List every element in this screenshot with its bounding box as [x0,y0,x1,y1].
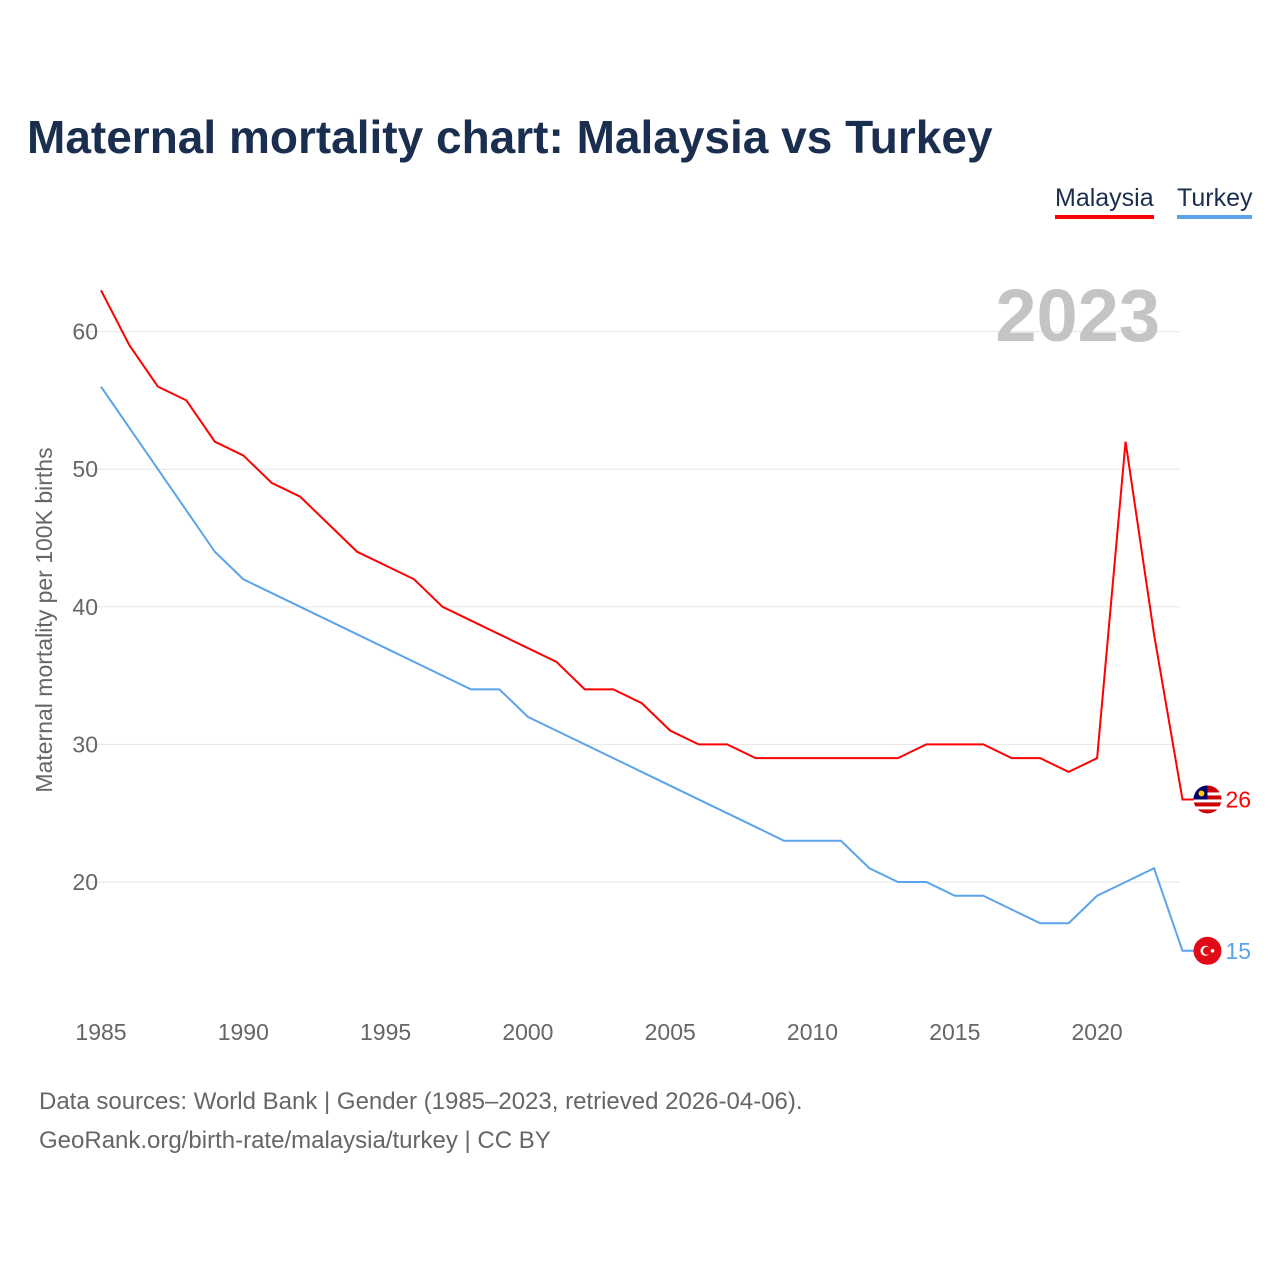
series-line-turkey [100,386,1195,952]
flag-stripe [1193,813,1222,817]
legend-turkey[interactable]: Turkey [1177,184,1253,219]
legend-malaysia[interactable]: Malaysia [1055,184,1154,219]
x-tick-label: 1985 [75,1019,126,1045]
flag-stripe [1193,806,1222,810]
flag-star [1210,949,1215,953]
x-tick-label: 2000 [502,1019,553,1045]
flag-stripe [1193,799,1222,803]
y-tick-label: 20 [72,869,98,895]
flag-crescent-inner [1202,946,1211,955]
x-tick-label: 2005 [645,1019,696,1045]
chart-title: Maternal mortality chart: Malaysia vs Tu… [27,111,993,163]
x-tick-label: 2020 [1072,1019,1123,1045]
y-tick-label: 50 [72,456,98,482]
end-value-label: 26 [1225,786,1251,812]
flag-crescent [1198,790,1205,797]
x-tick-label: 1990 [218,1019,269,1045]
y-tick-label: 60 [72,319,98,345]
data-source-text: Data sources: World Bank | Gender (1985–… [39,1088,803,1115]
x-tick-label: 2010 [787,1019,838,1045]
series-line-malaysia [100,289,1195,801]
y-tick-label: 30 [72,731,98,757]
source-link[interactable]: GeoRank.org/birth-rate/malaysia/turkey |… [39,1127,551,1154]
end-value-label: 15 [1225,938,1251,964]
y-tick-label: 40 [72,594,98,620]
y-axis-label: Maternal mortality per 100K births [31,447,57,792]
x-tick-label: 1995 [360,1019,411,1045]
year-watermark: 2023 [995,274,1160,357]
x-tick-label: 2015 [929,1019,980,1045]
